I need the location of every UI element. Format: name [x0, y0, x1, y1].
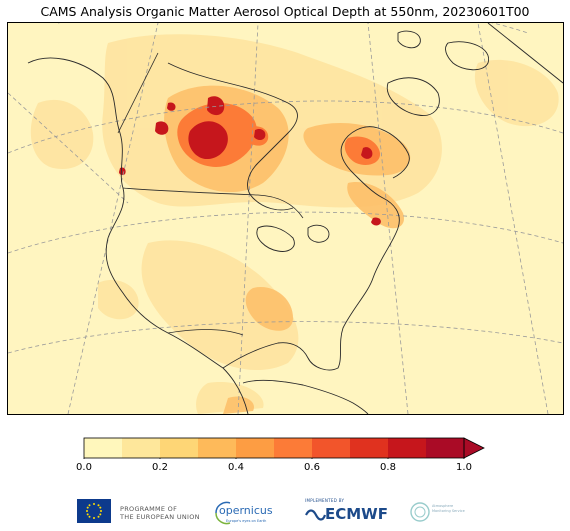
eu-programme-text: PROGRAMME OF THE EUROPEAN UNION	[120, 505, 200, 521]
colorbar-outline	[83, 437, 465, 459]
eu-line-2: THE EUROPEAN UNION	[120, 513, 200, 521]
copernicus-logo-icon	[215, 501, 231, 525]
colorbar-segment	[350, 438, 389, 458]
colorbar-tick-label: 0.4	[228, 462, 244, 473]
eu-flag-icon	[77, 499, 111, 523]
coastlines	[27, 23, 563, 414]
colorbar-segment	[198, 438, 237, 458]
colorbar-tick-label: 0.6	[304, 462, 320, 473]
map-title: CAMS Analysis Organic Matter Aerosol Opt…	[40, 4, 530, 19]
aerosol-map	[7, 22, 564, 415]
colorbar-tick-label: 1.0	[456, 462, 472, 473]
gridlines	[8, 23, 563, 414]
colorbar-tick-label: 0.2	[152, 462, 168, 473]
copernicus-tagline: Europe's eyes on Earth	[226, 519, 267, 523]
colorbar-tick-label: 0.8	[380, 462, 396, 473]
country-borders	[117, 52, 304, 336]
ecmwf-wordmark: ECMWF	[325, 505, 388, 523]
colorbar	[83, 437, 487, 463]
ecmwf-logo-icon	[305, 509, 327, 521]
colorbar-segment	[388, 438, 427, 458]
colorbar-tick-label: 0.0	[76, 462, 92, 473]
colorbar-segment	[274, 438, 313, 458]
colorbar-segment	[122, 438, 161, 458]
colorbar-extend-arrow	[463, 437, 485, 459]
cams-text: Atmosphere Monitoring Service	[432, 504, 465, 514]
colorbar-segment	[160, 438, 199, 458]
colorbar-segment	[236, 438, 275, 458]
aod-field-peak	[119, 96, 381, 226]
cams-line-2: Monitoring Service	[432, 509, 465, 513]
cams-logo-icon	[410, 502, 430, 522]
eu-line-1: PROGRAMME OF	[120, 505, 178, 513]
copernicus-wordmark: opernicus	[219, 504, 273, 517]
logo-strip: PROGRAMME OF THE EUROPEAN UNION opernicu…	[0, 495, 570, 531]
colorbar-segment	[312, 438, 351, 458]
colorbar-segment	[84, 438, 123, 458]
cams-line-1: Atmosphere	[432, 504, 454, 508]
colorbar-segment	[426, 438, 465, 458]
colorbar-svg	[83, 437, 485, 460]
ecmwf-implemented-label: IMPLEMENTED BY	[305, 498, 345, 503]
